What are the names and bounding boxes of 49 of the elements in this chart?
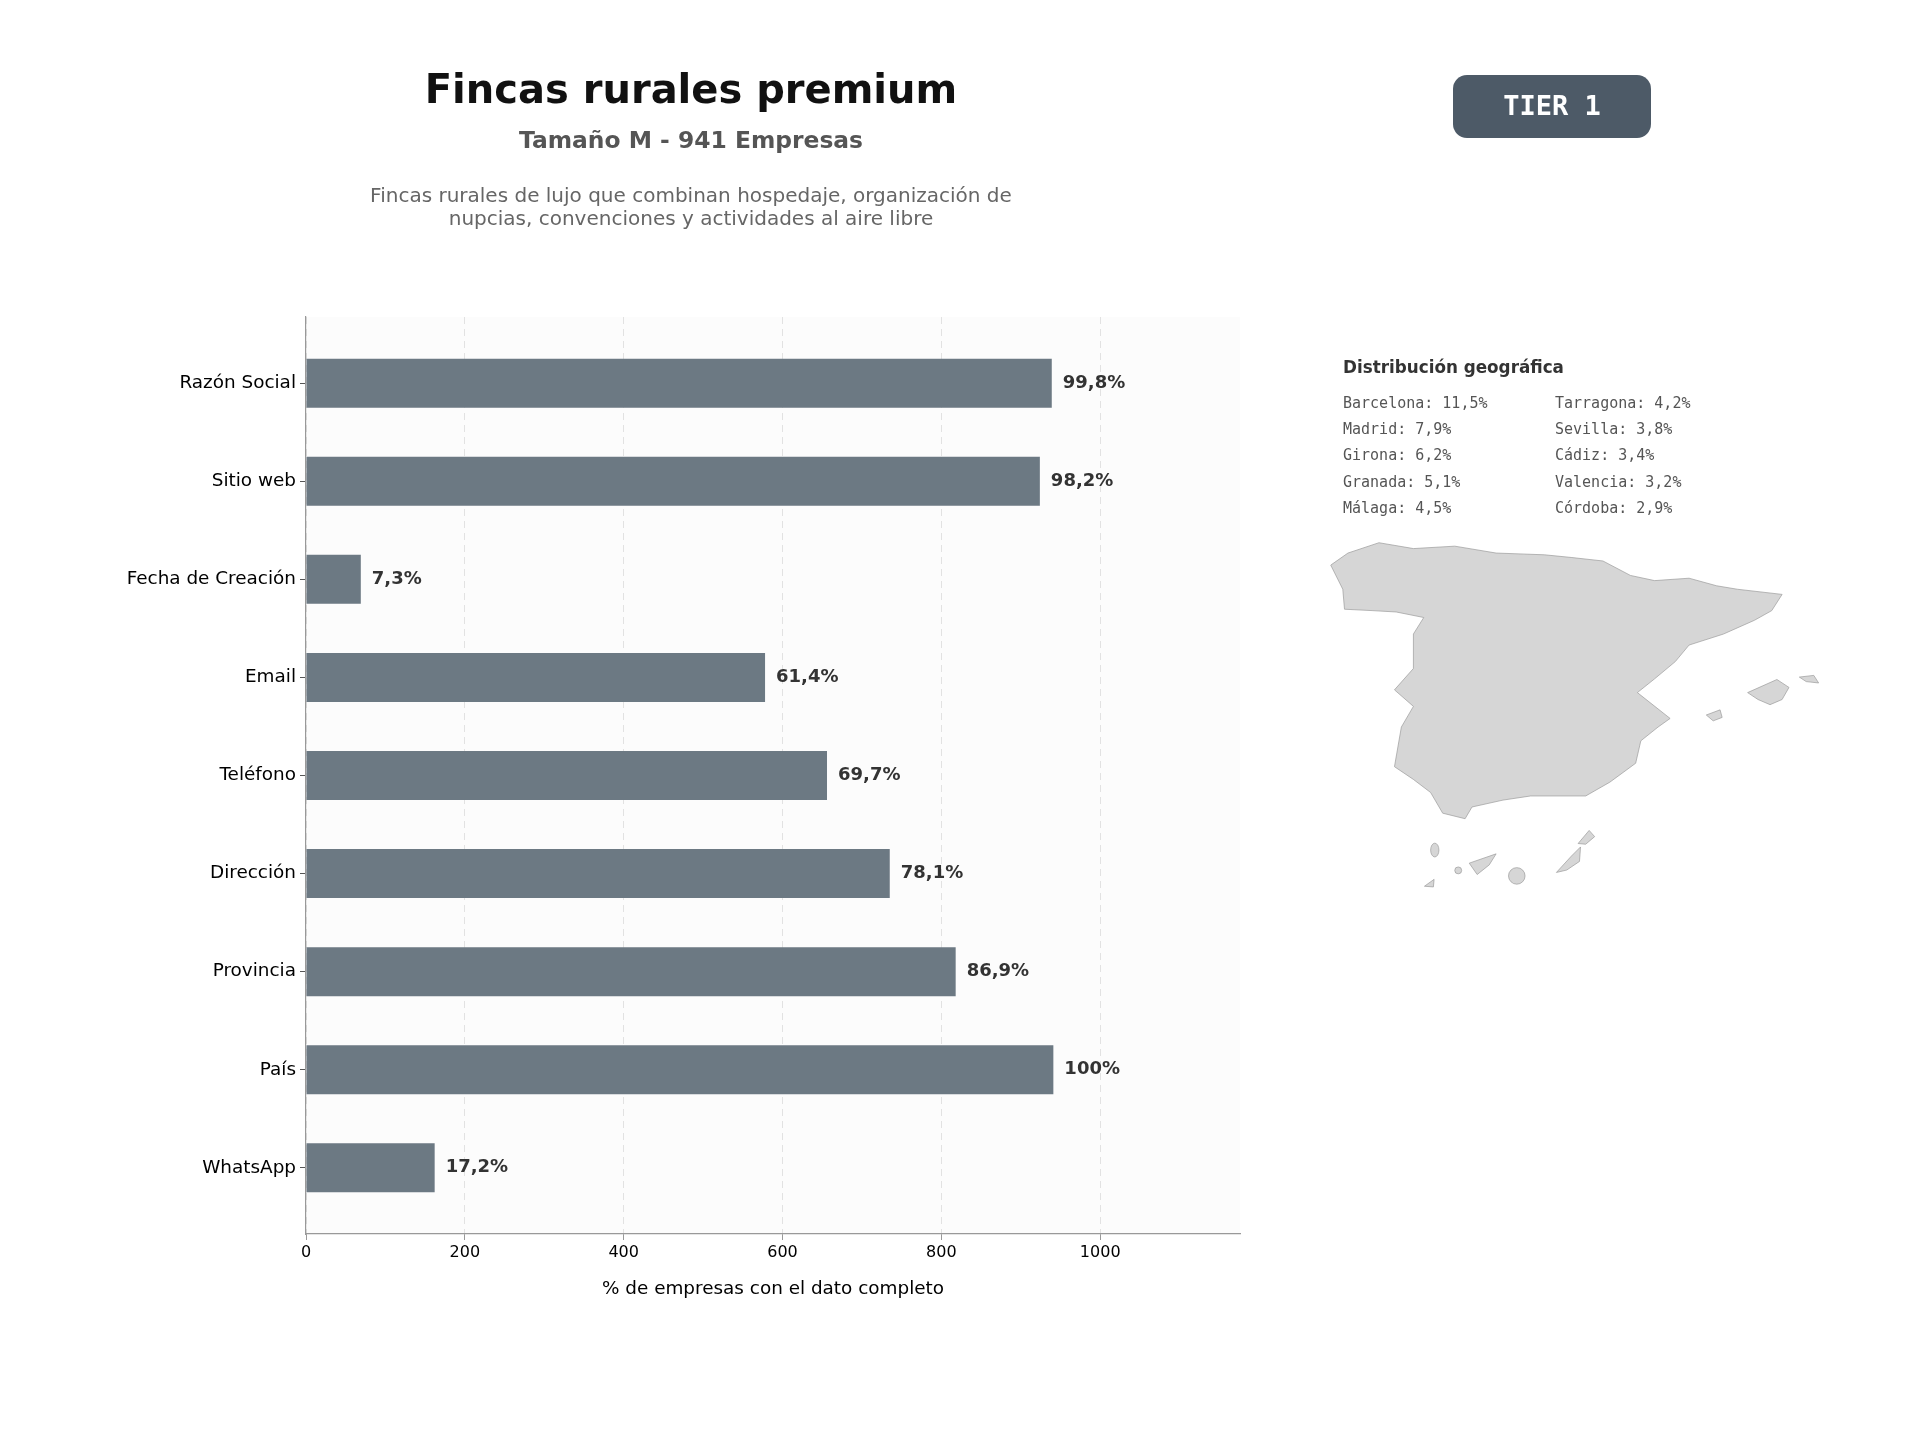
text: Sevilla: 3,8% <box>1555 420 1673 439</box>
annotation: 86,9% <box>966 959 1030 981</box>
text: Valencia: 3,2% <box>1555 472 1682 491</box>
annotation: 100% <box>1064 1057 1120 1079</box>
text: Distribución geográfica <box>1343 357 1564 377</box>
bar <box>306 456 1040 506</box>
x-tick-label: 400 <box>608 1241 639 1261</box>
text: Málaga: 4,5% <box>1343 498 1452 517</box>
y-tick-label: Dirección <box>210 861 296 883</box>
text: TIER 1 <box>1502 90 1602 122</box>
bar <box>306 947 956 997</box>
text: Girona: 6,2% <box>1343 446 1452 465</box>
y-tick-label: Fecha de Creación <box>126 567 296 589</box>
y-tick-label: WhatsApp <box>202 1155 296 1177</box>
y-tick-label: Email <box>244 665 296 687</box>
chart-title: Fincas rurales premium <box>423 65 959 113</box>
y-tick-label: País <box>259 1057 296 1079</box>
annotation: 69,7% <box>838 763 901 785</box>
annotation: 98,2% <box>1050 468 1114 490</box>
x-tick-label: 600 <box>767 1241 798 1261</box>
text: Tarragona: 4,2% <box>1555 394 1691 412</box>
annotation: 61,4% <box>776 665 839 687</box>
x-tick-label: 0 <box>300 1241 312 1261</box>
bar <box>306 849 890 899</box>
text: Córdoba: 2,9% <box>1555 498 1673 517</box>
bar <box>306 652 766 702</box>
text: Barcelona: 11,5% <box>1343 394 1488 412</box>
y-tick-label: Sitio web <box>211 469 296 491</box>
annotation: 7,3% <box>371 567 422 589</box>
bar <box>306 358 1052 408</box>
bar <box>306 750 828 801</box>
bar <box>306 554 361 604</box>
annotation: 99,8% <box>1062 370 1126 392</box>
text: Granada: 5,1% <box>1343 472 1461 491</box>
bar <box>306 1045 1054 1095</box>
x-tick-label: 800 <box>926 1241 957 1261</box>
text: Cádiz: 3,4% <box>1555 446 1655 465</box>
y-tick-label: Razón Social <box>179 370 296 392</box>
bar <box>306 1143 435 1193</box>
text: Madrid: 7,9% <box>1343 420 1452 439</box>
y-tick-label: Provincia <box>212 959 296 981</box>
y-tick-label: Teléfono <box>218 763 296 785</box>
x-tick-label: 1000 <box>1079 1241 1121 1261</box>
chart-subtitle: Tamaño M - 941 Empresas <box>517 126 865 154</box>
x-axis-title: % de empresas con el dato completo <box>601 1276 945 1298</box>
annotation: 17,2% <box>445 1155 509 1177</box>
annotation: 78,1% <box>900 861 964 883</box>
x-tick-label: 200 <box>449 1241 481 1261</box>
text: Fincas rurales de lujo que combinan hospedaje, organización de nupcias, convenciones y actividades al aire libre <box>369 183 1013 230</box>
